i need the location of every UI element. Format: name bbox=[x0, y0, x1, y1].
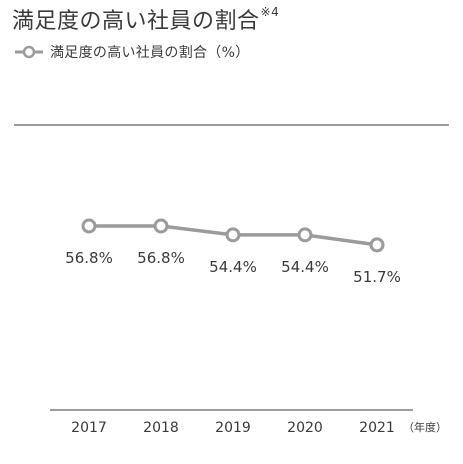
x-tick-label-2021: 2021 bbox=[359, 420, 395, 436]
x-tick-label-2020: 2020 bbox=[287, 420, 323, 436]
data-point-2019 bbox=[225, 227, 241, 243]
data-point-2021 bbox=[369, 237, 385, 253]
data-label-2021: 51.7% bbox=[353, 268, 401, 286]
data-label-2019: 54.4% bbox=[209, 258, 257, 276]
x-axis-unit-label: （年度） bbox=[403, 420, 447, 434]
data-point-2017 bbox=[81, 218, 97, 234]
x-tick-layer: 2017 2018 2019 2020 2021 （年度） bbox=[71, 420, 447, 436]
x-tick-label-2018: 2018 bbox=[143, 420, 179, 436]
data-point-2020 bbox=[297, 227, 313, 243]
legend: 満足度の高い社員の割合（%） bbox=[14, 42, 250, 62]
chart-title: 満足度の高い社員の割合※4 bbox=[12, 3, 279, 35]
series-layer: 56.8% 56.8% 54.4% 54.4% 51.7% bbox=[65, 218, 401, 286]
x-tick-label-2017: 2017 bbox=[71, 420, 107, 436]
chart-title-text: 満足度の高い社員の割合 bbox=[12, 9, 260, 34]
data-label-2018: 56.8% bbox=[137, 249, 185, 267]
legend-label: 満足度の高い社員の割合（%） bbox=[50, 45, 250, 61]
data-label-2020: 54.4% bbox=[281, 258, 329, 276]
legend-line-marker-icon bbox=[15, 45, 43, 59]
data-point-2018 bbox=[153, 218, 169, 234]
title-footnote-mark: ※4 bbox=[260, 5, 280, 19]
x-tick-label-2019: 2019 bbox=[215, 420, 251, 436]
data-label-2017: 56.8% bbox=[65, 249, 113, 267]
